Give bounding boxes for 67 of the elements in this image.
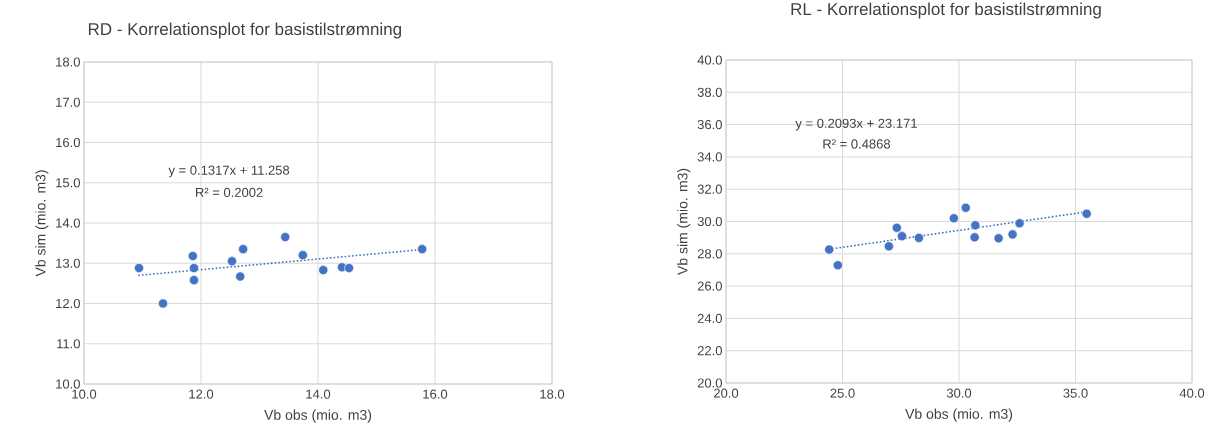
point	[1007, 229, 1018, 240]
x-tick-label: 25.0	[830, 388, 855, 398]
point	[914, 233, 924, 243]
point	[238, 244, 249, 255]
x-tick-label: 10.0	[72, 389, 97, 399]
y-tick-label: 22.0	[697, 346, 722, 356]
y-axis-title: Vb sim (mio. m3)	[677, 168, 691, 275]
y-tick-label: 18.0	[56, 57, 80, 67]
y-tick-label: 17.0	[56, 97, 80, 107]
x-tick-label: 14.0	[306, 389, 331, 399]
y-tick-label: 13.0	[56, 258, 80, 268]
point	[883, 241, 894, 252]
point	[1014, 218, 1025, 229]
point	[969, 232, 980, 243]
point	[280, 232, 291, 242]
x-tick-label: 40.0	[1179, 388, 1205, 398]
annotation: R² = 0.2002	[196, 187, 263, 197]
point	[187, 251, 198, 261]
point	[832, 260, 843, 271]
y-axis-title: Vb sim (mio. m3)	[35, 170, 49, 277]
x-axis-title: Vb obs (mio. m3)	[264, 409, 372, 423]
point	[297, 250, 308, 261]
y-tick-label: 40.0	[697, 55, 722, 65]
point	[134, 263, 144, 273]
chart-title: RD - Korrelationsplot for basistilstrømning	[88, 22, 401, 39]
x-tick-label: 20.0	[714, 388, 739, 398]
y-tick-label: 24.0	[697, 313, 722, 323]
y-tick-label: 36.0	[697, 119, 722, 130]
point	[993, 233, 1004, 244]
point	[227, 256, 237, 267]
chart-title: RL - Korrelationsplot for basistilstrømning	[791, 2, 1101, 19]
x-tick-label: 30.0	[946, 388, 972, 398]
y-tick-label: 20.0	[697, 378, 722, 388]
y-tick-label: 28.0	[697, 249, 722, 259]
point	[235, 271, 246, 282]
point	[344, 263, 354, 273]
point	[318, 265, 329, 275]
x-tick-label: 12.0	[189, 389, 214, 399]
x-tick-label: 35.0	[1063, 388, 1088, 398]
point	[824, 244, 835, 255]
x-axis-title: Vb obs (mio. m3)	[905, 408, 1013, 422]
point	[897, 231, 907, 242]
y-tick-label: 14.0	[56, 218, 80, 228]
y-tick-label: 26.0	[697, 281, 722, 291]
y-tick-label: 32.0	[697, 184, 722, 194]
y-tick-label: 11.0	[57, 339, 80, 349]
y-tick-label: 38.0	[697, 87, 722, 97]
annotation: y = 0.2093x + 23.171	[795, 118, 917, 131]
point	[158, 298, 168, 309]
point	[960, 202, 971, 213]
point	[948, 213, 959, 224]
point	[189, 275, 199, 286]
point	[891, 222, 902, 233]
point	[417, 244, 428, 255]
y-tick-label: 10.0	[56, 379, 80, 389]
y-tick-label: 34.0	[697, 152, 722, 162]
annotation: y = 0.1317x + 11.258	[168, 165, 290, 178]
y-tick-label: 16.0	[56, 137, 80, 148]
point	[189, 263, 199, 273]
x-tick-label: 16.0	[423, 389, 448, 399]
point	[1081, 208, 1092, 219]
x-tick-label: 18.0	[540, 389, 565, 399]
y-tick-label: 15.0	[56, 178, 80, 188]
annotation: R² = 0.4868	[823, 139, 891, 149]
y-tick-label: 12.0	[56, 298, 80, 309]
y-tick-label: 30.0	[697, 216, 722, 227]
point	[970, 220, 981, 231]
